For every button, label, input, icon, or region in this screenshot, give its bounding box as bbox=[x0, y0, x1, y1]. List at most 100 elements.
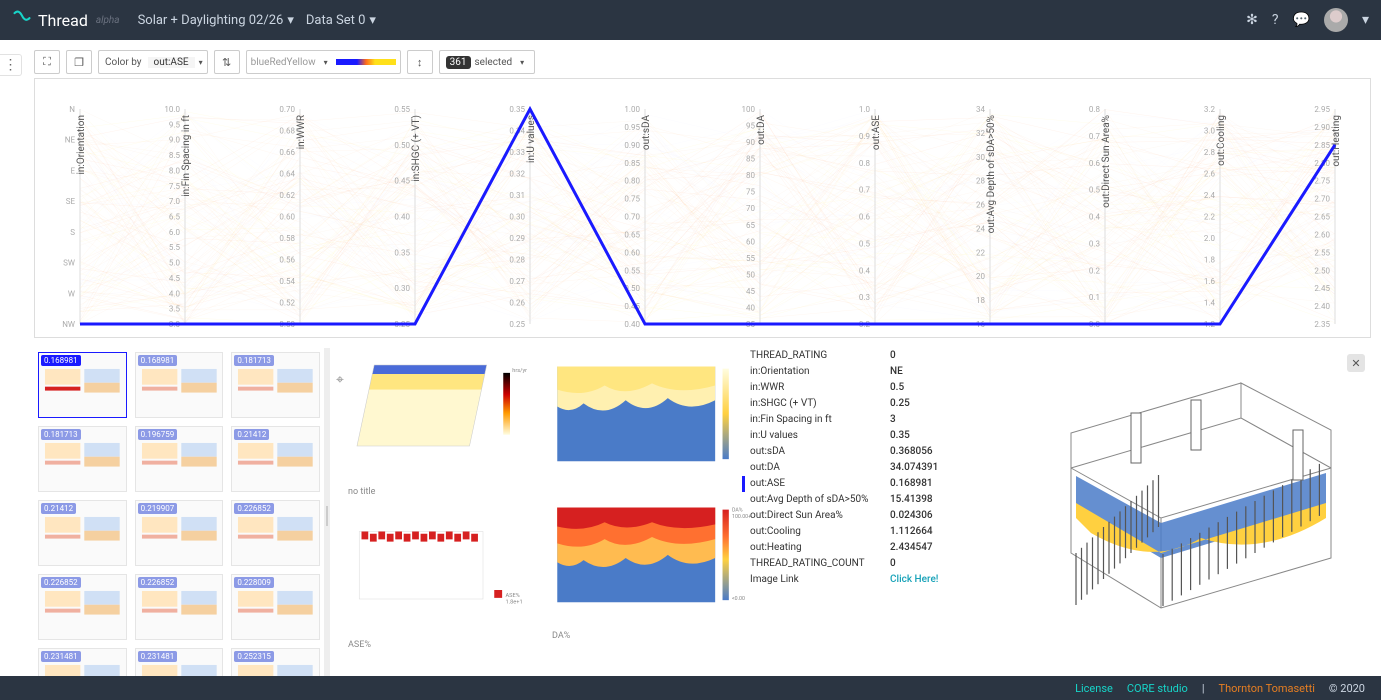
svg-text:0.35: 0.35 bbox=[394, 248, 410, 257]
sort-button[interactable]: ⇅ bbox=[214, 50, 240, 74]
project-dropdown[interactable]: Solar + Daylighting 02/26 ▾ bbox=[138, 13, 294, 28]
thumb-badge: 0.226852 bbox=[41, 577, 81, 588]
expand-button[interactable]: ⛶ bbox=[34, 50, 60, 74]
thumb-preview bbox=[43, 367, 122, 413]
svg-text:100: 100 bbox=[742, 105, 756, 114]
svg-text:0.62: 0.62 bbox=[279, 191, 295, 200]
copy-button[interactable]: ❐ bbox=[66, 50, 92, 74]
thumb-badge: 0.231481 bbox=[41, 651, 81, 662]
svg-text:2.40: 2.40 bbox=[1314, 302, 1330, 311]
thumbnail[interactable]: 0.196759 bbox=[135, 426, 224, 492]
thumbnail[interactable]: 0.21412 bbox=[38, 500, 127, 566]
svg-text:1.8e+1: 1.8e+1 bbox=[506, 599, 523, 605]
svg-text:2.95: 2.95 bbox=[1314, 105, 1330, 114]
svg-text:in:WWR: in:WWR bbox=[296, 115, 307, 149]
svg-text:1.0: 1.0 bbox=[859, 105, 871, 114]
thumbnail[interactable]: 0.226852 bbox=[231, 500, 320, 566]
thumbnail[interactable]: 0.181713 bbox=[231, 352, 320, 418]
sidebar-toggle[interactable]: ⋮ bbox=[0, 54, 22, 76]
chart-caption: DA% bbox=[552, 631, 752, 641]
thumb-badge: 0.168981 bbox=[138, 355, 178, 366]
chevron-down-icon[interactable]: ▾ bbox=[1362, 12, 1369, 28]
snowflake-icon[interactable]: ✻ bbox=[1246, 12, 1258, 28]
toolbar: ⛶ ❐ Color by out:ASE ▾ ⇅ blueRedYellow ▾… bbox=[34, 50, 1371, 74]
chart-caption: no title bbox=[348, 487, 528, 497]
svg-text:0.3: 0.3 bbox=[859, 293, 870, 302]
footer-copyright: © 2020 bbox=[1329, 682, 1365, 695]
svg-text:3.0: 3.0 bbox=[1204, 127, 1216, 136]
svg-text:0.1: 0.1 bbox=[1089, 293, 1100, 302]
chat-icon[interactable]: 💬 bbox=[1293, 12, 1310, 28]
selected-count: 361 bbox=[446, 56, 471, 69]
thumbnail[interactable]: 0.219907 bbox=[135, 500, 224, 566]
svg-text:18: 18 bbox=[976, 296, 985, 305]
prop-row: Image LinkClick Here! bbox=[750, 572, 938, 588]
prop-value: 0.25 bbox=[890, 397, 910, 411]
svg-text:S: S bbox=[70, 228, 75, 237]
thumb-badge: 0.181713 bbox=[41, 429, 81, 440]
svg-text:0.60: 0.60 bbox=[279, 213, 295, 222]
3d-render[interactable] bbox=[1031, 358, 1361, 618]
svg-text:85: 85 bbox=[746, 155, 755, 164]
svg-text:55: 55 bbox=[746, 254, 755, 263]
footer-tt[interactable]: Thornton Tomasetti bbox=[1219, 682, 1315, 695]
svg-text:1.00: 1.00 bbox=[624, 105, 640, 114]
color-by-dropdown[interactable]: Color by out:ASE ▾ bbox=[98, 50, 208, 74]
chevron-down-icon: ▾ bbox=[320, 58, 332, 67]
chevron-down-icon: ▾ bbox=[369, 13, 376, 28]
prop-row: in:U values0.35 bbox=[750, 428, 938, 444]
svg-text:W: W bbox=[68, 289, 75, 298]
footer-license[interactable]: License bbox=[1075, 682, 1113, 695]
swap-button[interactable]: ↕ bbox=[407, 50, 433, 74]
thumb-badge: 0.226852 bbox=[234, 503, 274, 514]
thumb-preview bbox=[236, 367, 315, 413]
svg-text:0.4: 0.4 bbox=[859, 266, 871, 275]
svg-text:2.75: 2.75 bbox=[1314, 177, 1330, 186]
svg-text:2.70: 2.70 bbox=[1314, 195, 1330, 204]
thumb-badge: 0.228009 bbox=[234, 577, 274, 588]
thumbnail[interactable]: 0.228009 bbox=[231, 574, 320, 640]
palette-dropdown[interactable]: blueRedYellow ▾ bbox=[246, 50, 401, 74]
svg-text:65: 65 bbox=[746, 221, 755, 230]
thumbnail[interactable]: 0.226852 bbox=[135, 574, 224, 640]
svg-text:2.55: 2.55 bbox=[1314, 248, 1330, 257]
dataset-dropdown[interactable]: Data Set 0 ▾ bbox=[306, 13, 376, 28]
prop-link[interactable]: Click Here! bbox=[890, 573, 938, 587]
avatar[interactable] bbox=[1324, 8, 1348, 32]
svg-text:2.8: 2.8 bbox=[1204, 148, 1216, 157]
thumb-preview bbox=[43, 589, 122, 635]
prop-value: NE bbox=[890, 365, 903, 379]
thumbnail[interactable]: 0.168981 bbox=[38, 352, 127, 418]
parallel-coordinates-chart[interactable]: in:OrientationNNEESESSWWNWin:Fin Spacing… bbox=[34, 78, 1371, 338]
svg-text:0.65: 0.65 bbox=[624, 230, 640, 239]
heatmap-large-2: DA% 100.00+ <0.00 DA% bbox=[552, 497, 752, 640]
svg-text:95: 95 bbox=[746, 122, 755, 131]
svg-text:0.75: 0.75 bbox=[624, 195, 640, 204]
svg-text:4.5: 4.5 bbox=[169, 274, 181, 283]
thumbnail[interactable]: 0.21412 bbox=[231, 426, 320, 492]
thumbnail[interactable]: 0.181713 bbox=[38, 426, 127, 492]
prop-row: out:sDA0.368056 bbox=[750, 444, 938, 460]
app-header: Thread alpha Solar + Daylighting 02/26 ▾… bbox=[0, 0, 1381, 40]
svg-text:40: 40 bbox=[746, 303, 755, 312]
thumbnail[interactable]: 0.168981 bbox=[135, 352, 224, 418]
prop-key: out:DA bbox=[750, 461, 890, 475]
footer-core[interactable]: CORE studio bbox=[1127, 682, 1188, 695]
thumb-badge: 0.168981 bbox=[41, 355, 81, 366]
help-icon[interactable]: ? bbox=[1272, 12, 1279, 28]
svg-text:0.70: 0.70 bbox=[279, 105, 295, 114]
thumbnail[interactable]: 0.226852 bbox=[38, 574, 127, 640]
thread-logo-icon bbox=[12, 9, 32, 32]
prop-value: 0.368056 bbox=[890, 445, 933, 459]
svg-text:50: 50 bbox=[746, 270, 755, 279]
svg-text:0.50: 0.50 bbox=[394, 141, 410, 150]
prop-value: 0.5 bbox=[890, 381, 904, 395]
selection-pill[interactable]: 361 selected ▾ bbox=[439, 50, 536, 74]
thumb-preview bbox=[140, 589, 219, 635]
svg-text:28: 28 bbox=[976, 177, 985, 186]
svg-text:32: 32 bbox=[976, 129, 985, 138]
svg-text:2.60: 2.60 bbox=[1314, 230, 1330, 239]
svg-text:out:sDA: out:sDA bbox=[641, 115, 652, 151]
main: ⋮ ⛶ ❐ Color by out:ASE ▾ ⇅ blueRedYellow… bbox=[0, 40, 1381, 700]
svg-text:5.5: 5.5 bbox=[169, 243, 181, 252]
